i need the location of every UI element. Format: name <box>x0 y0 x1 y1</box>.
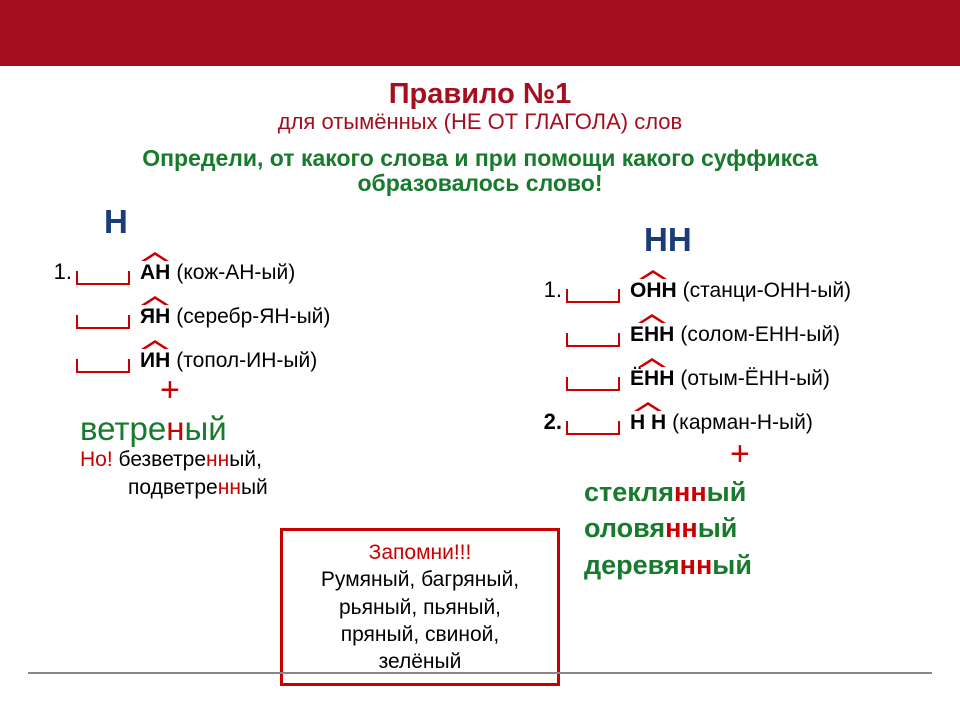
exc-post: ый <box>698 513 738 543</box>
suffix: ЁНН <box>630 367 674 391</box>
exc-pre: оловя <box>584 513 665 543</box>
but1a: безветре <box>113 448 206 471</box>
exc-post: ый <box>184 410 226 447</box>
remember-line: зелёный <box>379 650 462 673</box>
bracket-icon <box>566 275 620 303</box>
instruction-line1: Определи, от какого слова и при помощи к… <box>0 145 960 172</box>
remember-line: пряный, свиной, <box>341 623 500 646</box>
nn-header: НН <box>644 221 940 259</box>
example: (солом-ЕНН-ый) <box>680 323 840 347</box>
suffix: Н Н <box>630 411 666 435</box>
exc-pre: деревя <box>584 550 680 580</box>
remember-title: Запомни!!! <box>369 541 472 564</box>
but2c: ый <box>241 476 268 499</box>
row-num: 2. <box>540 409 562 435</box>
suffix-row: 2. Н Н (карман-Н-ый) <box>540 397 940 435</box>
column-n: Н 1. АН (кож-АН-ый) ЯН (серебр-ЯН-ый) ИН… <box>50 203 470 503</box>
list-item: деревянный <box>584 547 940 583</box>
suffix-row: 1. АН (кож-АН-ый) <box>50 247 470 285</box>
bracket-icon <box>566 363 620 391</box>
top-bar <box>0 0 960 66</box>
but2a: подветре <box>128 476 218 499</box>
remember-line: рьяный, пьяный, <box>339 596 501 619</box>
bracket-icon <box>566 319 620 347</box>
row-num: 1. <box>50 259 72 285</box>
example: (карман-Н-ый) <box>672 411 813 435</box>
suffix: АН <box>140 261 170 285</box>
example: (кож-АН-ый) <box>176 261 295 285</box>
example: (топол-ИН-ый) <box>176 349 317 373</box>
example: (станци-ОНН-ый) <box>683 279 851 303</box>
exc-pre: ветре <box>80 410 166 447</box>
suffix: ЯН <box>140 305 170 329</box>
exception-word: ветреный <box>80 410 470 448</box>
suffix: ЕНН <box>630 323 674 347</box>
plus-sign: + <box>730 435 940 474</box>
suffix-row: 1. ОНН (станци-ОНН-ый) <box>540 265 940 303</box>
bracket-icon <box>566 407 620 435</box>
but2b: нн <box>218 476 241 499</box>
exc-post: ый <box>707 477 747 507</box>
columns: Н 1. АН (кож-АН-ый) ЯН (серебр-ЯН-ый) ИН… <box>0 203 960 483</box>
suffix: ОНН <box>630 279 677 303</box>
suffix-row: ЯН (серебр-ЯН-ый) <box>50 291 470 329</box>
exc-post: ый <box>712 550 752 580</box>
suffix-row: ЁНН (отым-ЁНН-ый) <box>540 353 940 391</box>
exc-mid: нн <box>665 513 698 543</box>
example: (серебр-ЯН-ый) <box>176 305 330 329</box>
content: Правило №1 для отымённых (НЕ ОТ ГЛАГОЛА)… <box>0 78 960 483</box>
bracket-icon <box>76 301 130 329</box>
plus-sign: + <box>160 371 470 410</box>
divider-line <box>28 672 932 674</box>
but: Но! <box>80 448 113 471</box>
bracket-icon <box>76 345 130 373</box>
but-note: Но! безветренный, подветренный <box>80 446 470 503</box>
exc-mid: нн <box>674 477 707 507</box>
suffix: ИН <box>140 349 170 373</box>
example: (отым-ЁНН-ый) <box>680 367 830 391</box>
list-item: стеклянный <box>584 474 940 510</box>
column-nn: НН 1. ОНН (станци-ОНН-ый) ЕНН (солом-ЕНН… <box>540 221 940 583</box>
instruction-line2: образовалось слово! <box>0 170 960 197</box>
exc-mid: н <box>166 410 184 447</box>
exc-pre: стекля <box>584 477 674 507</box>
exc-mid: нн <box>680 550 713 580</box>
n-header: Н <box>104 203 470 241</box>
main-title: Правило №1 <box>0 78 960 111</box>
remember-line: Румяный, багряный, <box>321 568 519 591</box>
subtitle: для отымённых (НЕ ОТ ГЛАГОЛА) слов <box>0 109 960 135</box>
row-num: 1. <box>540 277 562 303</box>
remember-box: Запомни!!! Румяный, багряный, рьяный, пь… <box>280 528 560 686</box>
exceptions-list: стеклянный оловянный деревянный <box>584 474 940 583</box>
but1c: ый, <box>229 448 262 471</box>
suffix-row: ИН (топол-ИН-ый) <box>50 335 470 373</box>
list-item: оловянный <box>584 510 940 546</box>
bracket-icon <box>76 257 130 285</box>
suffix-row: ЕНН (солом-ЕНН-ый) <box>540 309 940 347</box>
but1b: нн <box>206 448 229 471</box>
